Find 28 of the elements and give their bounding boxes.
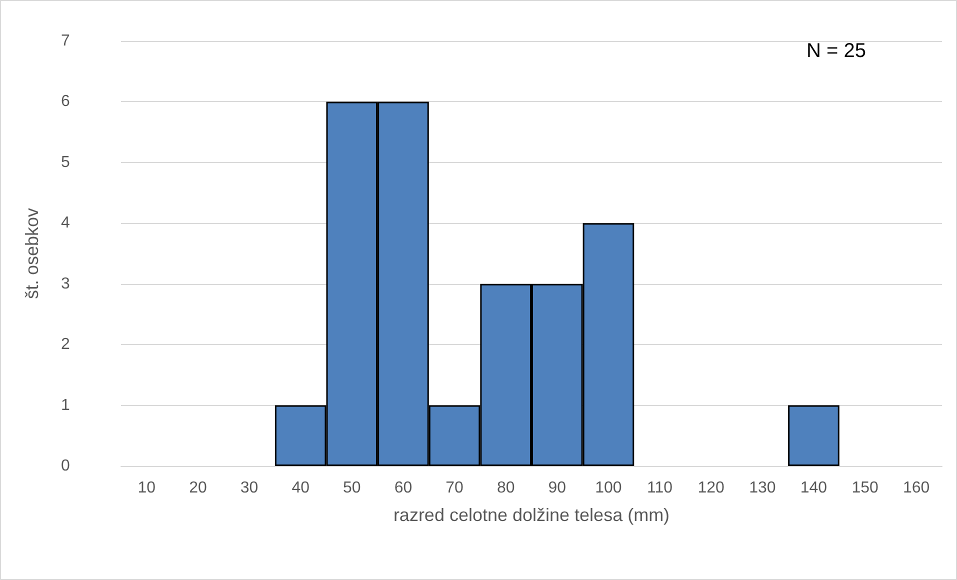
annotation: N = 25 (806, 40, 866, 62)
x-tick-label: 20 (189, 480, 207, 496)
x-tick-label: 60 (394, 480, 412, 496)
y-tick-label: 4 (61, 214, 70, 232)
x-tick-label: 50 (343, 480, 361, 496)
x-tick-label: 10 (138, 480, 156, 496)
y-tick-label: 3 (61, 275, 70, 292)
x-tick-label: 110 (647, 480, 673, 496)
x-tick-label: 140 (800, 480, 828, 496)
y-tick-label: 7 (61, 32, 70, 50)
x-tick-label: 120 (698, 480, 725, 496)
bar (788, 405, 840, 466)
x-tick-label: 100 (595, 480, 622, 496)
x-tick-label: 150 (852, 480, 878, 496)
x-tick-label: 130 (749, 480, 776, 496)
x-tick-label: 70 (446, 480, 464, 496)
x-tick-label: 160 (902, 480, 930, 496)
y-tick-label: 0 (61, 458, 70, 474)
y-axis-title: št. osebkov (22, 208, 42, 300)
y-tick-label: 5 (61, 154, 70, 171)
x-tick-label: 40 (292, 480, 310, 496)
y-tick-label: 1 (61, 396, 70, 414)
x-tick-label: 30 (240, 480, 258, 496)
x-tick-label: 90 (548, 480, 566, 496)
x-tick-label: 80 (496, 480, 515, 496)
y-tick-label: 2 (61, 336, 70, 354)
y-tick-label: 6 (61, 93, 70, 110)
x-axis-title: razred celotne dolžine telesa (mm) (393, 505, 670, 525)
